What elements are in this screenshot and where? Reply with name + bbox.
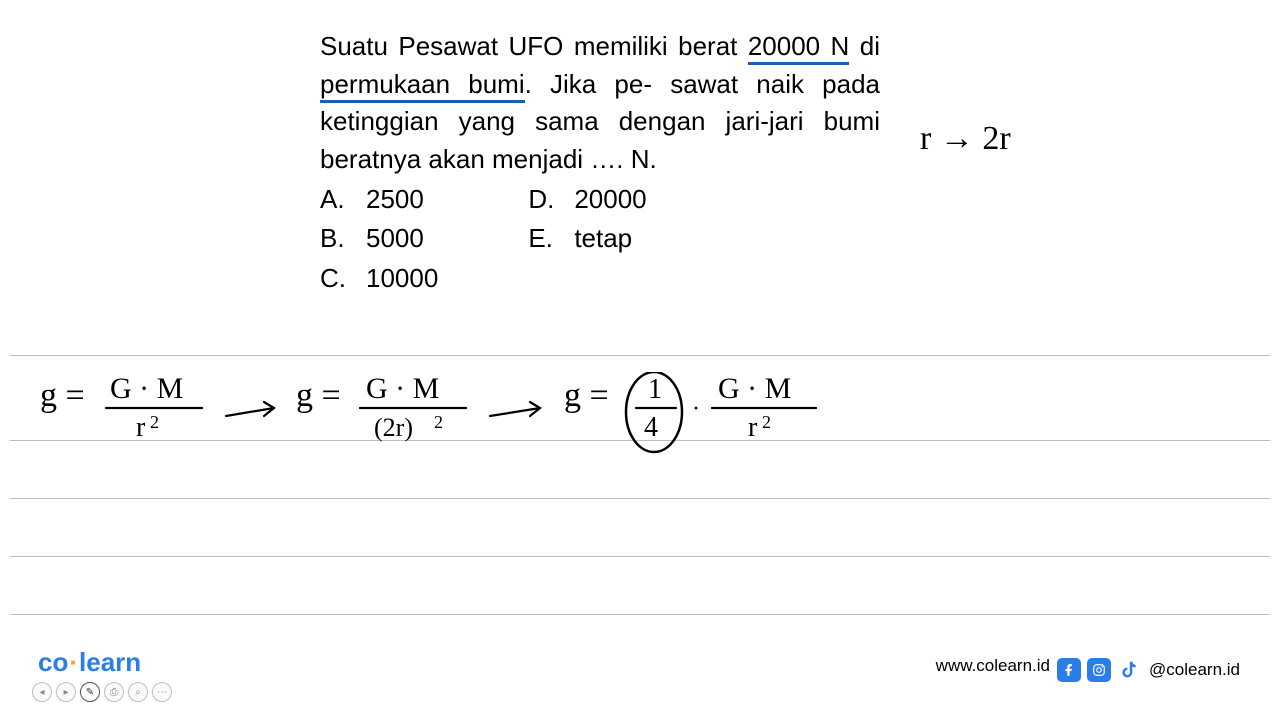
option-label: E. [528,220,556,258]
social-links: @colearn.id [1057,658,1240,682]
svg-text:(2r): (2r) [374,413,413,442]
svg-text:2: 2 [150,412,159,432]
svg-text:g =: g = [296,377,341,414]
svg-text:4: 4 [644,412,658,443]
option-label: B. [320,220,348,258]
option-text: tetap [574,220,632,258]
option-label: A. [320,181,348,219]
svg-text:G · M: G · M [366,372,439,405]
q-line1: Suatu Pesawat UFO memiliki berat [320,31,748,61]
option-text: 5000 [366,220,424,258]
tiktok-icon[interactable] [1117,658,1141,682]
svg-text:·: · [692,396,700,422]
edit-button[interactable]: ✎ [80,682,100,702]
player-controls: ◂ ▸ ✎ ⎙ ⌕ ⋯ [32,682,172,702]
option-text: 2500 [366,181,424,219]
svg-text:2: 2 [434,412,443,432]
option-d[interactable]: D. 20000 [528,181,646,219]
logo-learn: learn [79,647,141,677]
footer: co·learn ◂ ▸ ✎ ⎙ ⌕ ⋯ www.colearn.id @col… [0,646,1280,706]
more-button[interactable]: ⋯ [152,682,172,702]
q-underline-surface: permukaan bumi [320,69,525,103]
search-button[interactable]: ⌕ [128,682,148,702]
print-button[interactable]: ⎙ [104,682,124,702]
svg-text:G · M: G · M [110,372,183,405]
instagram-icon[interactable] [1087,658,1111,682]
handwriting-r-to-2r: r → 2r [920,120,1011,158]
svg-text:2: 2 [762,412,771,432]
svg-text:g =: g = [564,377,609,414]
svg-text:g =: g = [40,377,85,414]
play-button[interactable]: ▸ [56,682,76,702]
svg-text:r: r [748,412,758,443]
option-label: D. [528,181,556,219]
question-text: Suatu Pesawat UFO memiliki berat 20000 N… [320,28,880,179]
option-c[interactable]: C. 10000 [320,260,438,298]
question-block: Suatu Pesawat UFO memiliki berat 20000 N… [320,28,880,298]
logo-dot: · [68,647,79,677]
option-label: C. [320,260,348,298]
options: A. 2500 B. 5000 C. 10000 D. 20000 E. tet… [320,181,880,298]
logo: co·learn [38,647,141,678]
logo-co: co [38,647,68,677]
option-e[interactable]: E. tetap [528,220,646,258]
q-post: . Jika pe- [525,69,652,99]
svg-text:1: 1 [648,374,662,405]
option-a[interactable]: A. 2500 [320,181,438,219]
q-mid: di [849,31,880,61]
prev-button[interactable]: ◂ [32,682,52,702]
handwriting-equations: g = G · M r 2 g = G · M (2r) 2 g = 1 4 · [40,372,940,477]
svg-text:G · M: G · M [718,372,791,405]
facebook-icon[interactable] [1057,658,1081,682]
option-b[interactable]: B. 5000 [320,220,438,258]
website-url: www.colearn.id [936,656,1050,676]
svg-text:r: r [136,412,146,443]
option-text: 20000 [574,181,646,219]
q-underline-weight: 20000 N [748,31,850,65]
option-text: 10000 [366,260,438,298]
social-handle: @colearn.id [1149,660,1240,680]
